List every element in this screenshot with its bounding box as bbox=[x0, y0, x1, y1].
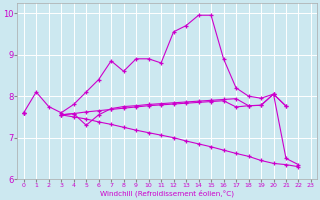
X-axis label: Windchill (Refroidissement éolien,°C): Windchill (Refroidissement éolien,°C) bbox=[100, 190, 234, 197]
